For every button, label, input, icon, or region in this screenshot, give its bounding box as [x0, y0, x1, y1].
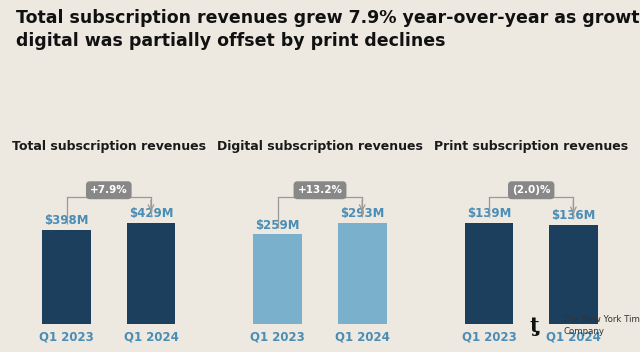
Text: Print subscription revenues: Print subscription revenues [434, 140, 628, 153]
Text: Digital subscription revenues: Digital subscription revenues [217, 140, 423, 153]
Text: (2.0)%: (2.0)% [512, 185, 550, 195]
Text: +7.9%: +7.9% [90, 185, 127, 195]
Bar [465, 222, 513, 324]
Text: $259M: $259M [255, 219, 300, 232]
Text: +13.2%: +13.2% [298, 185, 342, 195]
Text: $136M: $136M [551, 209, 596, 222]
Bar [253, 234, 302, 324]
Text: Total subscription revenues: Total subscription revenues [12, 140, 206, 153]
Text: ƫ: ƫ [529, 316, 540, 336]
Text: The New York Times
Company: The New York Times Company [563, 315, 640, 336]
Text: $139M: $139M [467, 207, 511, 220]
Bar [127, 222, 175, 324]
Bar [42, 230, 91, 324]
Text: $398M: $398M [44, 214, 89, 227]
Bar [338, 222, 387, 324]
Text: Total subscription revenues grew 7.9% year-over-year as growth from
digital was : Total subscription revenues grew 7.9% ye… [16, 9, 640, 50]
Text: $293M: $293M [340, 207, 385, 220]
Bar [549, 225, 598, 324]
Text: $429M: $429M [129, 207, 173, 220]
